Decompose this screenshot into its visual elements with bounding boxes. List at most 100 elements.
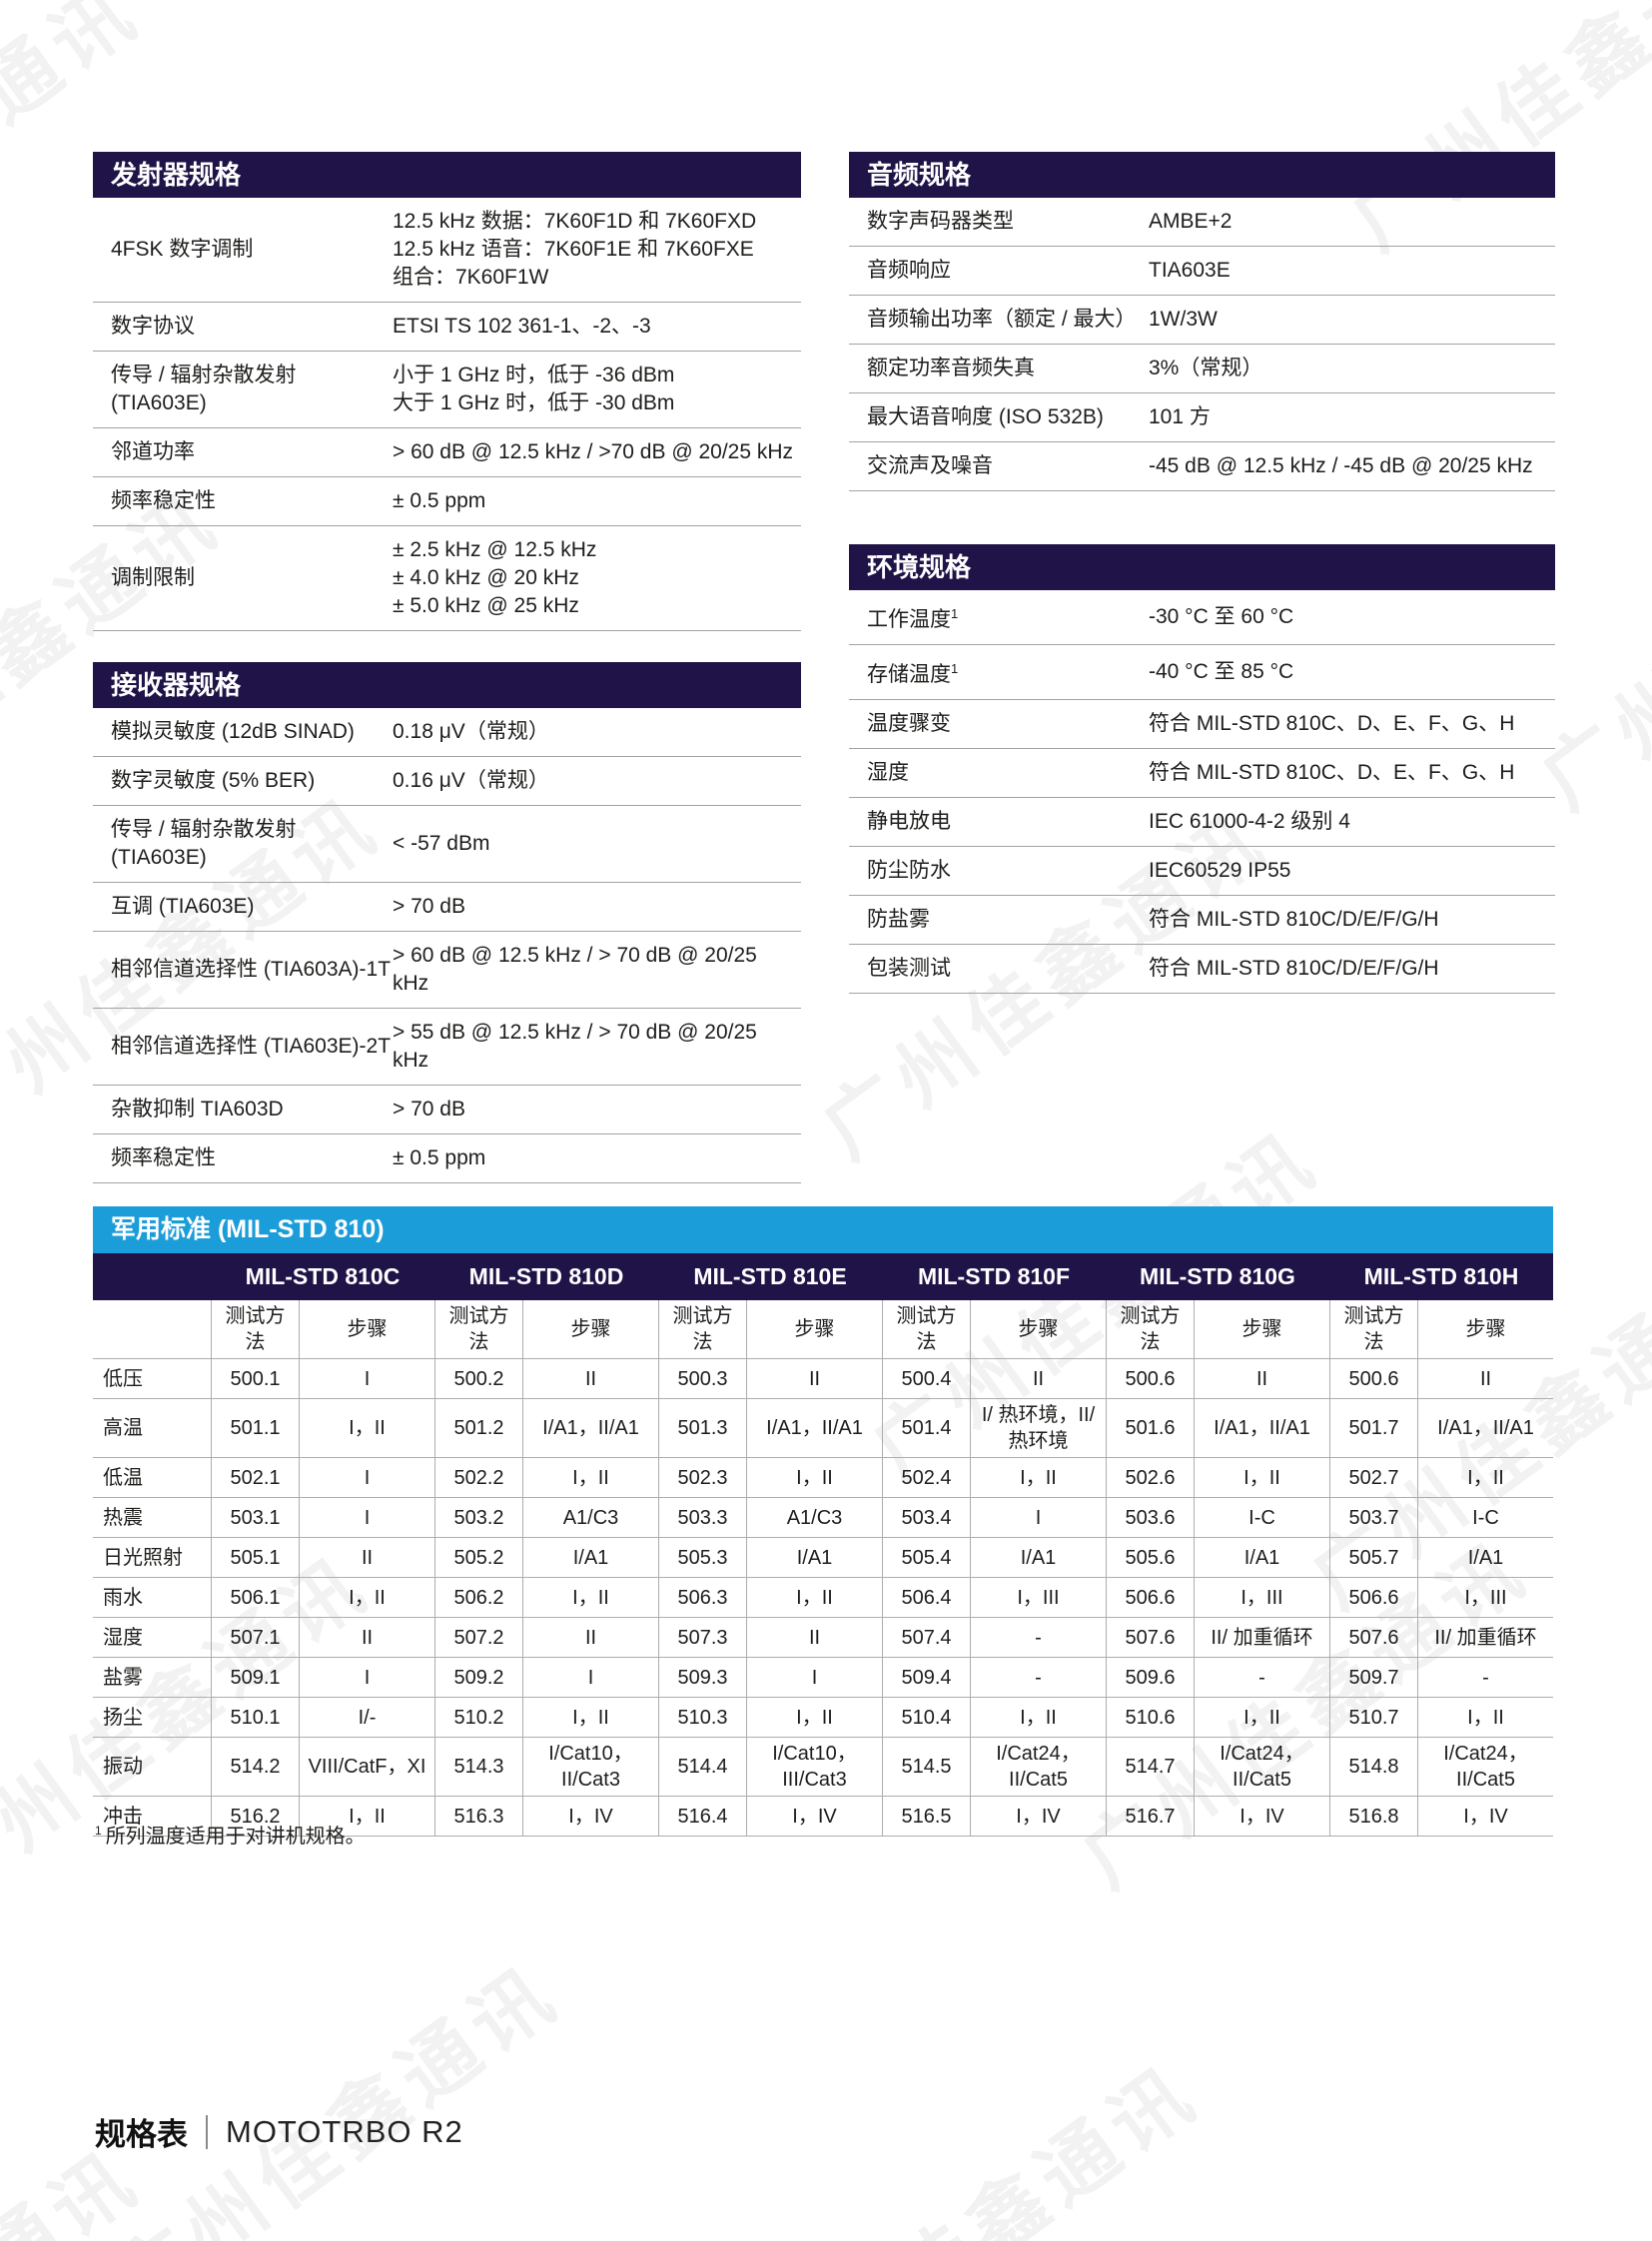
mil-cell: 500.6 [1329, 1359, 1417, 1399]
mil-cell: I/Cat24，II/Cat5 [1194, 1738, 1329, 1797]
mil-cell: - [970, 1618, 1106, 1658]
mil-standard-spacer [93, 1253, 211, 1300]
footer-doc-type: 规格表 [95, 2117, 188, 2152]
mil-cell: I，II [522, 1698, 658, 1738]
mil-cell: I，II [1194, 1698, 1329, 1738]
transmitter-spec-table: 发射器规格 4FSK 数字调制 12.5 kHz 数据：7K60F1D 和 7K… [93, 152, 801, 631]
mil-cell: I，IV [970, 1797, 1106, 1837]
mil-cell: 514.4 [658, 1738, 746, 1797]
mil-row-label: 热震 [93, 1498, 211, 1538]
spec-label: 相邻信道选择性 (TIA603A)-1T [111, 958, 392, 981]
spec-row: 湿度 符合 MIL-STD 810C、D、E、F、G、H [849, 749, 1555, 798]
spec-row: 调制限制 ± 2.5 kHz @ 12.5 kHz ± 4.0 kHz @ 20… [93, 526, 801, 631]
mil-cell: I/Cat24，II/Cat5 [1417, 1738, 1553, 1797]
spec-value: > 60 dB @ 12.5 kHz / > 70 dB @ 20/25 kHz [393, 944, 757, 995]
mil-std-title: 军用标准 (MIL-STD 810) [93, 1206, 1553, 1253]
mil-colhead-method: 测试方法 [658, 1300, 746, 1359]
spec-value: > 70 dB [393, 895, 465, 918]
mil-cell: I/Cat10，III/Cat3 [746, 1738, 882, 1797]
mil-cell: - [1194, 1658, 1329, 1698]
footnote-marker: 1 [951, 606, 959, 621]
spec-label: 湿度 [867, 761, 909, 784]
spec-label: 数字协议 [111, 315, 195, 338]
spec-value: -40 °C 至 85 °C [1149, 660, 1294, 683]
spec-row: 存储温度1 -40 °C 至 85 °C [849, 645, 1555, 700]
spec-row: 静电放电 IEC 61000-4-2 级别 4 [849, 798, 1555, 847]
mil-cell: VIII/CatF，XI [299, 1738, 434, 1797]
mil-cell: 510.3 [658, 1698, 746, 1738]
mil-cell: 507.6 [1106, 1618, 1194, 1658]
mil-cell: 502.4 [882, 1458, 970, 1498]
mil-cell: 503.7 [1329, 1498, 1417, 1538]
spec-value: 符合 MIL-STD 810C/D/E/F/G/H [1149, 957, 1439, 980]
mil-cell: 509.1 [211, 1658, 299, 1698]
mil-cell: 502.1 [211, 1458, 299, 1498]
watermark-text: 广州佳鑫通讯 [97, 1946, 576, 2241]
footnote-marker: 1 [95, 1824, 102, 1839]
spec-label: 音频响应 [867, 259, 951, 282]
mil-cell: 516.4 [658, 1797, 746, 1837]
mil-colhead-method: 测试方法 [1329, 1300, 1417, 1359]
mil-row-label: 低温 [93, 1458, 211, 1498]
environment-spec-table: 环境规格 工作温度1 -30 °C 至 60 °C 存储温度1 -40 °C 至… [849, 544, 1555, 994]
spec-value: 符合 MIL-STD 810C、D、E、F、G、H [1149, 761, 1515, 784]
spec-value: ± 0.5 ppm [393, 489, 486, 512]
mil-cell: II [746, 1618, 882, 1658]
spec-value: -30 °C 至 60 °C [1149, 605, 1294, 628]
mil-cell: 507.6 [1329, 1618, 1417, 1658]
mil-cell: I，IV [522, 1797, 658, 1837]
spec-row: 杂散抑制 TIA603D > 70 dB [93, 1086, 801, 1134]
receiver-spec-title: 接收器规格 [93, 662, 801, 708]
spec-label: 静电放电 [867, 810, 951, 833]
spec-row: 交流声及噪音 -45 dB @ 12.5 kHz / -45 dB @ 20/2… [849, 442, 1555, 491]
spec-label: 传导 / 辐射杂散发射 (TIA603E) [111, 364, 297, 414]
mil-cell: I/A1 [1417, 1538, 1553, 1578]
mil-cell: II [299, 1618, 434, 1658]
mil-cell: 506.4 [882, 1578, 970, 1618]
spec-row: 数字声码器类型 AMBE+2 [849, 198, 1555, 247]
mil-cell: 516.7 [1106, 1797, 1194, 1837]
mil-row-label: 湿度 [93, 1618, 211, 1658]
mil-cell: 501.7 [1329, 1399, 1417, 1458]
mil-cell: 516.2 [211, 1797, 299, 1837]
mil-cell: 507.3 [658, 1618, 746, 1658]
mil-cell: I，II [522, 1578, 658, 1618]
spec-value: IEC60529 IP55 [1149, 859, 1291, 882]
mil-cell: 505.1 [211, 1538, 299, 1578]
mil-cell: 503.2 [434, 1498, 522, 1538]
mil-cell: 506.3 [658, 1578, 746, 1618]
spec-value: ETSI TS 102 361-1、-2、-3 [393, 315, 651, 338]
spec-row: 额定功率音频失真 3%（常规） [849, 345, 1555, 393]
mil-cell: 503.1 [211, 1498, 299, 1538]
mil-cell: 514.3 [434, 1738, 522, 1797]
mil-colhead-step: 步骤 [522, 1300, 658, 1359]
spec-label: 传导 / 辐射杂散发射 (TIA603E) [111, 818, 297, 869]
spec-label: 4FSK 数字调制 [111, 238, 254, 261]
mil-cell: 501.4 [882, 1399, 970, 1458]
spec-row: 相邻信道选择性 (TIA603A)-1T > 60 dB @ 12.5 kHz … [93, 932, 801, 1009]
mil-cell: 505.4 [882, 1538, 970, 1578]
mil-cell: I-C [1194, 1498, 1329, 1538]
watermark-text: 广州佳鑫通讯 [736, 2046, 1216, 2241]
mil-cell: I/A1，II/A1 [522, 1399, 658, 1458]
mil-cell: I，III [1194, 1578, 1329, 1618]
mil-standard: MIL-STD 810F [917, 1263, 1071, 1289]
mil-cell: II/ 加重循环 [1417, 1618, 1553, 1658]
mil-row-label: 低压 [93, 1359, 211, 1399]
mil-cell: I，III [1417, 1578, 1553, 1618]
spec-value: 0.16 μV（常规） [393, 769, 549, 792]
spec-value: 12.5 kHz 数据：7K60F1D 和 7K60FXD 12.5 kHz 语… [393, 210, 757, 289]
mil-cell: I，II [299, 1399, 434, 1458]
spec-label: 相邻信道选择性 (TIA603E)-2T [111, 1035, 392, 1058]
mil-cell: I/A1，II/A1 [746, 1399, 882, 1458]
spec-row: 模拟灵敏度 (12dB SINAD) 0.18 μV（常规） [93, 708, 801, 757]
spec-label: 存储温度1 [867, 661, 959, 686]
mil-cell: II/ 加重循环 [1194, 1618, 1329, 1658]
spec-label: 频率稳定性 [111, 1146, 216, 1169]
spec-value: 小于 1 GHz 时，低于 -36 dBm 大于 1 GHz 时，低于 -30 … [393, 364, 675, 414]
page-footer: 规格表 MOTOTRBO R2 [95, 2109, 463, 2154]
environment-spec-title: 环境规格 [849, 544, 1555, 590]
spec-value: -45 dB @ 12.5 kHz / -45 dB @ 20/25 kHz [1149, 454, 1533, 477]
spec-row: 频率稳定性 ± 0.5 ppm [93, 1134, 801, 1183]
mil-cell: I/ 热环境，II/ 热环境 [970, 1399, 1106, 1458]
